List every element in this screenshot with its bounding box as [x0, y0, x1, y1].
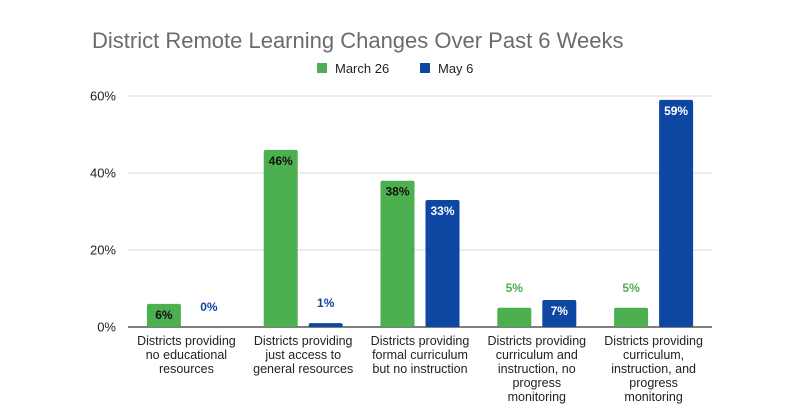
data-label: 46% [269, 154, 293, 168]
data-label: 5% [506, 281, 524, 295]
bar-may-6 [542, 300, 577, 327]
bars [146, 99, 694, 327]
bar-march-26 [263, 149, 298, 327]
y-tick-label: 20% [90, 243, 116, 258]
legend-swatch-may-6 [420, 63, 430, 73]
chart-title: District Remote Learning Changes Over Pa… [92, 28, 624, 53]
legend-label-may-6: May 6 [438, 61, 473, 76]
bar-march-26 [380, 180, 415, 327]
x-category-label: Districts providing no educational resourc… [137, 334, 236, 376]
data-label: 5% [622, 281, 640, 295]
data-label: 59% [664, 104, 688, 118]
data-label: 33% [430, 204, 454, 218]
y-tick-label: 60% [90, 89, 116, 104]
bar-march-26 [146, 303, 181, 327]
x-category-label: Districts providing curriculum and instruc… [487, 334, 586, 404]
x-category-label: Districts providing curriculum, instructio… [604, 334, 703, 404]
bar-may-6 [425, 199, 460, 327]
x-category-label: Districts providing just access to general… [253, 334, 353, 376]
data-label: 1% [317, 296, 335, 310]
data-label: 38% [385, 185, 409, 199]
legend-label-march-26: March 26 [335, 61, 389, 76]
bar-march-26 [497, 307, 532, 327]
data-label: 7% [551, 304, 569, 318]
bar-march-26 [614, 307, 649, 327]
legend-swatch-march-26 [317, 63, 327, 73]
legend: March 26 May 6 [317, 61, 473, 76]
bar-may-6 [659, 99, 694, 327]
y-axis-ticks: 0% 20% 40% 60% [90, 89, 116, 335]
x-axis-categories: Districts providing no educational resourc… [137, 334, 703, 404]
gridlines [128, 95, 712, 328]
y-tick-label: 0% [97, 320, 116, 335]
y-tick-label: 40% [90, 166, 116, 181]
data-label: 0% [200, 300, 218, 314]
x-category-label: Districts providing formal curriculum but … [371, 334, 470, 376]
bar-may-6 [308, 323, 343, 327]
data-label: 6% [155, 308, 173, 322]
data-labels: 6% 0% 46% 1% 38% 33% 5% 7% 5% 59% [155, 104, 688, 322]
